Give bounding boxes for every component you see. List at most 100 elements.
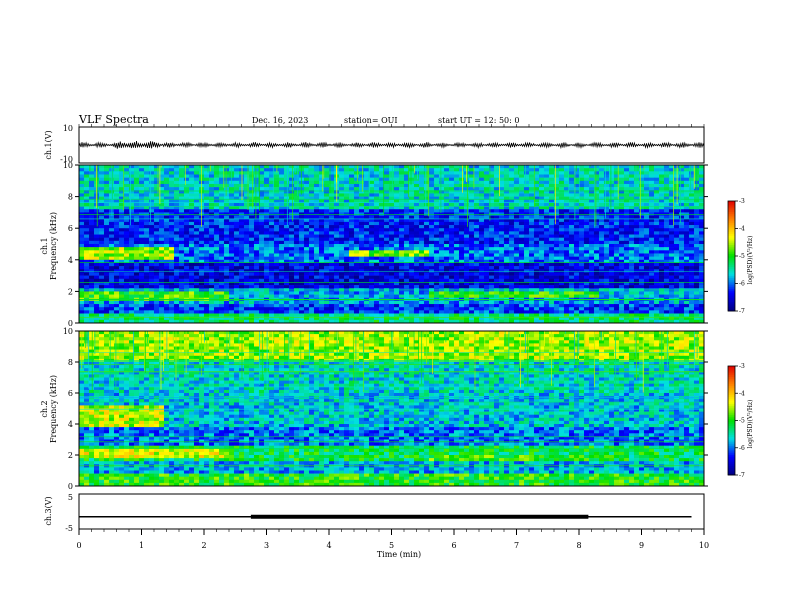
ch1-waveform-panel: 10 -10 ch.1(V) [44, 124, 705, 164]
ch1-spectrogram-cell [289, 177, 295, 182]
ch1-spectrogram-cell [664, 199, 670, 204]
ch1-spectrogram-cell [649, 259, 655, 264]
ch1-spectrogram-cell [699, 234, 705, 238]
ch1-spectrogram-cell [639, 190, 645, 194]
ch1-spectrogram-cell [349, 190, 355, 194]
ch1-spectrogram-cell [199, 250, 205, 254]
ch1-spectrogram-cell [299, 221, 305, 226]
ch1-spectrogram-cell [454, 174, 460, 178]
ch1-spectrogram-cell [424, 199, 430, 204]
ch1-spectrogram-cell [194, 206, 200, 210]
ch1-spectrogram-cell [429, 202, 435, 207]
ch1-spectrogram-cell [129, 190, 135, 194]
ch1-spectrogram-cell [109, 262, 115, 267]
ch1-spectrogram-cell [84, 272, 90, 276]
ch1-spectrogram-cell [634, 240, 640, 245]
ch1-spectrogram-cell [514, 221, 520, 226]
ch1-spectrogram-cell [339, 278, 345, 283]
ch1-spectrogram-cell [104, 231, 110, 235]
ch1-spectrogram-cell [324, 266, 330, 270]
ch1-spectrogram-cell [499, 165, 505, 169]
ch1-spectrogram-cell [394, 272, 400, 276]
ch1-spectrogram-cell [269, 177, 275, 182]
ch1-spectrogram-cell [419, 247, 425, 251]
ch1-spectrogram-cell [684, 275, 690, 280]
ch1-spectrogram-cell [169, 206, 175, 210]
ch1-spectrogram-cell [79, 247, 85, 251]
ch1-spectrogram-cell [519, 168, 525, 172]
ch1-spectrogram-cell [299, 199, 305, 204]
ch1-spectrogram-cell [194, 193, 200, 197]
ch1-spectrogram-cell [519, 171, 525, 175]
ch1-spectrogram-cell [424, 266, 430, 270]
ch1-spectrogram-cell [574, 187, 580, 191]
ch1-spectrogram-cell [159, 196, 165, 201]
ch1-spectrogram-cell [684, 168, 690, 172]
ch1-spectrogram-cell [394, 218, 400, 223]
ch1-spectrogram-cell [339, 215, 345, 220]
ch1-spectrogram-cell [169, 209, 175, 213]
ch1-spectrogram-cell [514, 193, 520, 197]
ch1-spectrogram-cell [584, 272, 590, 276]
ch1-spectrogram-cell [499, 193, 505, 197]
ch1-spectrogram-cell [504, 253, 510, 257]
ch1-spectrogram-cell [684, 281, 690, 286]
ch1-spectrogram-cell [484, 209, 490, 213]
ch1-spectrogram-cell [194, 285, 200, 289]
ch1-spectrogram-cell [574, 262, 580, 267]
ch1-spectrogram-cell [99, 174, 105, 178]
ch1-spectrogram-cell [549, 206, 555, 210]
ch1-spectrogram-cell [224, 193, 230, 197]
ch1-spectrogram-cell [344, 247, 350, 251]
ch1-spectrogram-cell [129, 171, 135, 175]
ch1-spectrogram-cell [519, 240, 525, 245]
ch1-spectrogram-cell [699, 266, 705, 270]
ch1-spectrogram-cell [159, 177, 165, 182]
ch1-spectrogram-cell [584, 256, 590, 261]
ch1-spectrogram-cell [454, 275, 460, 280]
ch1-spectrogram-cell [114, 190, 120, 194]
ch1-spectrogram-cell [389, 202, 395, 207]
ch1-spectrogram-cell [674, 209, 680, 213]
ch1-spectrogram-cell [659, 218, 665, 223]
ch1-spectrogram-cell [184, 228, 190, 232]
ch1-spectrogram-cell [209, 218, 215, 223]
ch1-spectrogram-cell [494, 250, 500, 254]
ch1-spectrogram-cell [349, 266, 355, 270]
ch1-spectrogram-cell [384, 209, 390, 213]
ch1-spectrogram-cell [324, 228, 330, 232]
ch1-spectrogram-cell [364, 237, 370, 242]
ch1-spectrogram-cell [549, 231, 555, 235]
ch1-spectrogram-cell [394, 244, 400, 248]
ch1-spectrogram-cell [699, 199, 705, 204]
ch1-spectrogram-cell [659, 266, 665, 270]
ch1-spectrogram-cell [589, 174, 595, 178]
ch1-spectrogram-cell [109, 272, 115, 276]
ch1-spectrogram-cell [84, 190, 90, 194]
ch1-spectrogram-cell [664, 177, 670, 182]
ch1-spectrogram-cell [129, 240, 135, 245]
ch1-spectrogram-cell [554, 244, 560, 248]
ch1-spectrogram-cell [214, 247, 220, 251]
ch1-spectrogram-cell [399, 253, 405, 257]
ch1-spectrogram-cell [379, 269, 385, 273]
ch1-spectrogram-cell [364, 199, 370, 204]
ch1-spectrogram-cell [634, 231, 640, 235]
ch1-spectrogram-cell [354, 262, 360, 267]
ch1-spectrogram-cell [114, 231, 120, 235]
ch1-spectrogram-cell [659, 209, 665, 213]
ch1-spectrogram-cell [504, 218, 510, 223]
ch1-spectrogram-cell [289, 196, 295, 201]
ch1-spectrogram-cell [99, 187, 105, 191]
ch1-spectrogram-cell [134, 272, 140, 276]
ch1-spectrogram-cell [524, 180, 530, 185]
ch1-spectrogram-cell [679, 269, 685, 273]
ch1-spectrogram-cell [269, 193, 275, 197]
ch1-spectrogram-cell [674, 215, 680, 220]
ch1-spectrogram-cell [459, 193, 465, 197]
ch1-spectrogram-cell [364, 234, 370, 238]
ch1-spectrogram-cell [664, 171, 670, 175]
ch1-spectrogram-cell [114, 187, 120, 191]
ch1-spectrogram-cell [409, 228, 415, 232]
ch1-spectrogram-cell [659, 206, 665, 210]
